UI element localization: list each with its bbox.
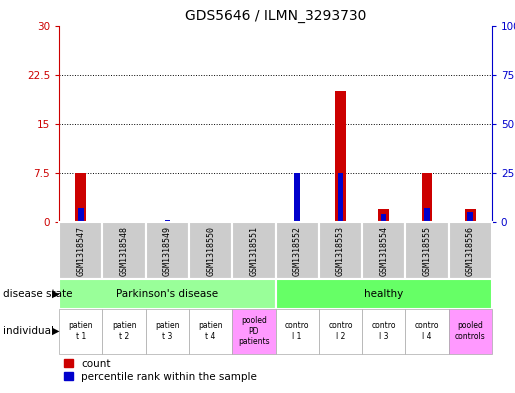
Bar (189, 309, 232, 354)
Legend: count, percentile rank within the sample: count, percentile rank within the sample (64, 359, 257, 382)
Bar (449, 309, 492, 354)
Bar (468, 212, 473, 222)
Text: GSM1318548: GSM1318548 (119, 226, 129, 275)
Text: GSM1318547: GSM1318547 (76, 226, 85, 275)
Bar (405, 222, 449, 279)
Bar (59, 222, 102, 279)
Text: pooled
PD
patients: pooled PD patients (238, 316, 270, 346)
Text: GSM1318556: GSM1318556 (466, 226, 475, 275)
Text: ▶: ▶ (52, 289, 59, 299)
Bar (295, 173, 300, 222)
Text: GSM1318550: GSM1318550 (206, 226, 215, 275)
Bar (78, 208, 83, 222)
Bar (146, 222, 189, 279)
Bar (276, 279, 492, 309)
Bar (59, 279, 276, 309)
Title: GDS5646 / ILMN_3293730: GDS5646 / ILMN_3293730 (185, 9, 366, 23)
Text: contro
l 3: contro l 3 (371, 321, 396, 341)
Text: GSM1318551: GSM1318551 (249, 226, 259, 275)
Text: individual: individual (3, 326, 54, 336)
Bar (232, 222, 276, 279)
Bar (276, 222, 319, 279)
Bar (362, 222, 405, 279)
Bar (465, 209, 475, 222)
Text: patien
t 1: patien t 1 (68, 321, 93, 341)
Bar (338, 173, 343, 222)
Text: pooled
controls: pooled controls (455, 321, 486, 341)
Bar (189, 222, 232, 279)
Bar (319, 309, 362, 354)
Text: contro
l 1: contro l 1 (285, 321, 310, 341)
Bar (405, 309, 449, 354)
Text: ▶: ▶ (52, 326, 59, 336)
Text: GSM1318555: GSM1318555 (422, 226, 432, 275)
Bar (146, 309, 189, 354)
Text: GSM1318549: GSM1318549 (163, 226, 172, 275)
Bar (421, 173, 432, 222)
Bar (75, 173, 86, 222)
Bar (424, 208, 430, 222)
Text: Parkinson's disease: Parkinson's disease (116, 289, 218, 299)
Bar (102, 309, 146, 354)
Bar (59, 309, 102, 354)
Text: GSM1318552: GSM1318552 (293, 226, 302, 275)
Bar (381, 214, 386, 222)
Text: healthy: healthy (364, 289, 403, 299)
Text: contro
l 2: contro l 2 (328, 321, 353, 341)
Text: patien
t 3: patien t 3 (155, 321, 180, 341)
Text: GSM1318553: GSM1318553 (336, 226, 345, 275)
Text: contro
l 4: contro l 4 (415, 321, 439, 341)
Text: patien
t 4: patien t 4 (198, 321, 223, 341)
Text: GSM1318554: GSM1318554 (379, 226, 388, 275)
Bar (276, 309, 319, 354)
Text: patien
t 2: patien t 2 (112, 321, 136, 341)
Bar (232, 309, 276, 354)
Bar (102, 222, 146, 279)
Text: disease state: disease state (3, 289, 72, 299)
Bar (362, 309, 405, 354)
Bar (449, 222, 492, 279)
Bar (335, 91, 346, 222)
Bar (378, 209, 389, 222)
Bar (319, 222, 362, 279)
Bar (165, 220, 170, 222)
